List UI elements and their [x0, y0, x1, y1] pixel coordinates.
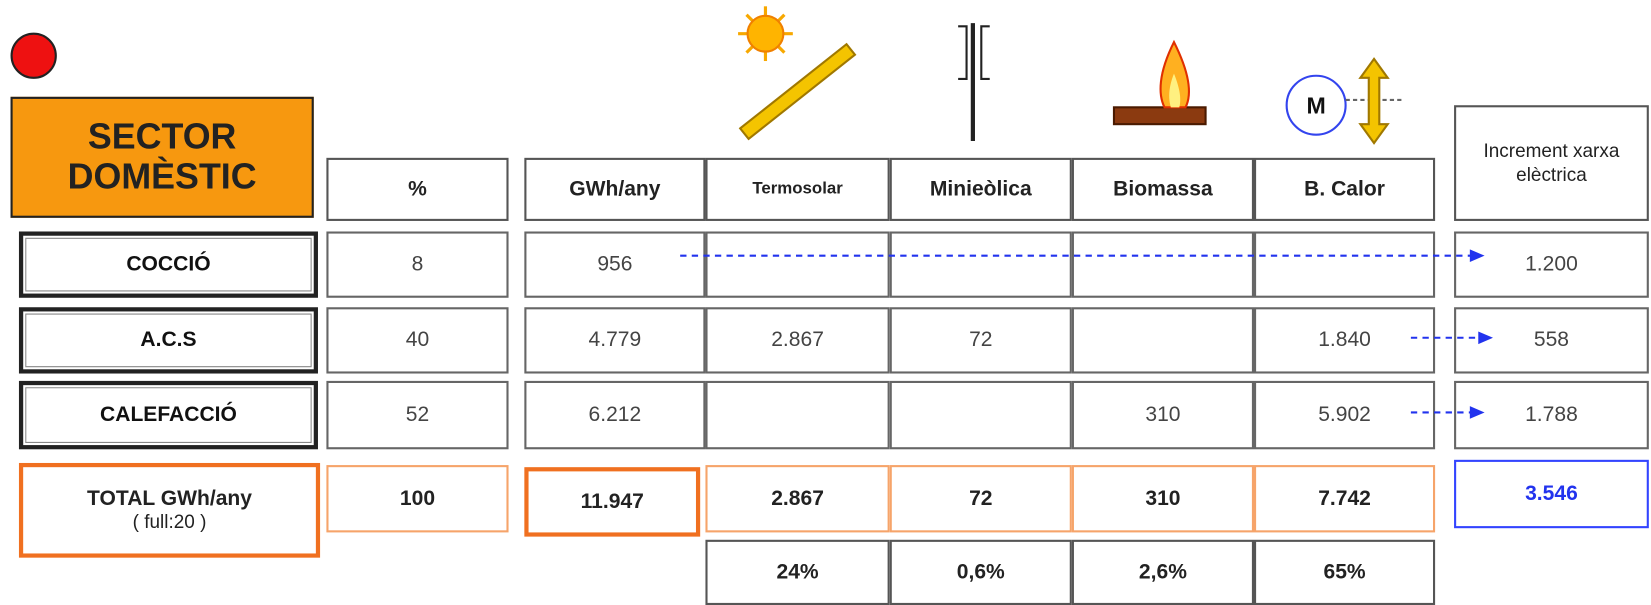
share-cell: 24% — [705, 539, 890, 605]
total-cell: 72 — [889, 465, 1072, 533]
table-cell — [705, 231, 890, 298]
column-header: Minieòlica — [889, 157, 1072, 221]
table-cell — [889, 231, 1072, 298]
column-header: GWh/any — [524, 157, 706, 221]
row-label: A.C.S — [18, 307, 318, 374]
column-header: Increment xarxa elèctrica — [1454, 105, 1649, 221]
flow-arrows — [680, 249, 1494, 419]
table-cell — [1071, 231, 1255, 298]
table-cell — [705, 380, 890, 450]
total-cell: 2.867 — [705, 465, 890, 533]
table-cell — [1071, 307, 1255, 374]
table-cell: 8 — [326, 231, 509, 298]
table-cell: 1.788 — [1454, 380, 1649, 450]
table-cell: 6.212 — [524, 380, 706, 450]
total-cell: 3.546 — [1454, 459, 1649, 529]
table-cell: 1.840 — [1254, 307, 1436, 374]
heat-pump-icon: M — [1285, 57, 1403, 145]
total-label: TOTAL GWh/any — [87, 487, 252, 511]
wind-icon — [958, 23, 990, 141]
total-cell: 310 — [1071, 465, 1255, 533]
table-cell: 40 — [326, 307, 509, 374]
total-label: TOTAL GWh/any( full:20 ) — [18, 462, 321, 558]
column-header: % — [326, 157, 509, 221]
heat-pump-label: M — [1306, 93, 1325, 119]
table-cell: 52 — [326, 380, 509, 450]
column-header: Termosolar — [705, 157, 890, 221]
total-note: ( full:20 ) — [132, 511, 207, 533]
table-cell: 2.867 — [705, 307, 890, 374]
table-cell: 956 — [524, 231, 706, 298]
table-cell — [889, 380, 1072, 450]
share-cell: 2,6% — [1071, 539, 1255, 605]
sector-title: SECTOR DOMÈSTIC — [10, 96, 314, 218]
biomass-icon — [1112, 39, 1207, 126]
row-label: COCCIÓ — [18, 231, 318, 298]
table-cell: 5.902 — [1254, 380, 1436, 450]
total-cell: 100 — [326, 465, 509, 533]
column-header: Biomassa — [1071, 157, 1255, 221]
table-cell: 310 — [1071, 380, 1255, 450]
row-label: CALEFACCIÓ — [18, 380, 318, 450]
table-cell: 4.779 — [524, 307, 706, 374]
table-cell: 72 — [889, 307, 1072, 374]
share-cell: 65% — [1254, 539, 1436, 605]
total-cell: 7.742 — [1254, 465, 1436, 533]
status-dot — [10, 32, 57, 79]
column-header: B. Calor — [1254, 157, 1436, 221]
solar-icon — [738, 6, 857, 141]
table-cell: 1.200 — [1454, 231, 1649, 298]
total-cell: 11.947 — [524, 467, 701, 537]
table-cell — [1254, 231, 1436, 298]
share-cell: 0,6% — [889, 539, 1072, 605]
